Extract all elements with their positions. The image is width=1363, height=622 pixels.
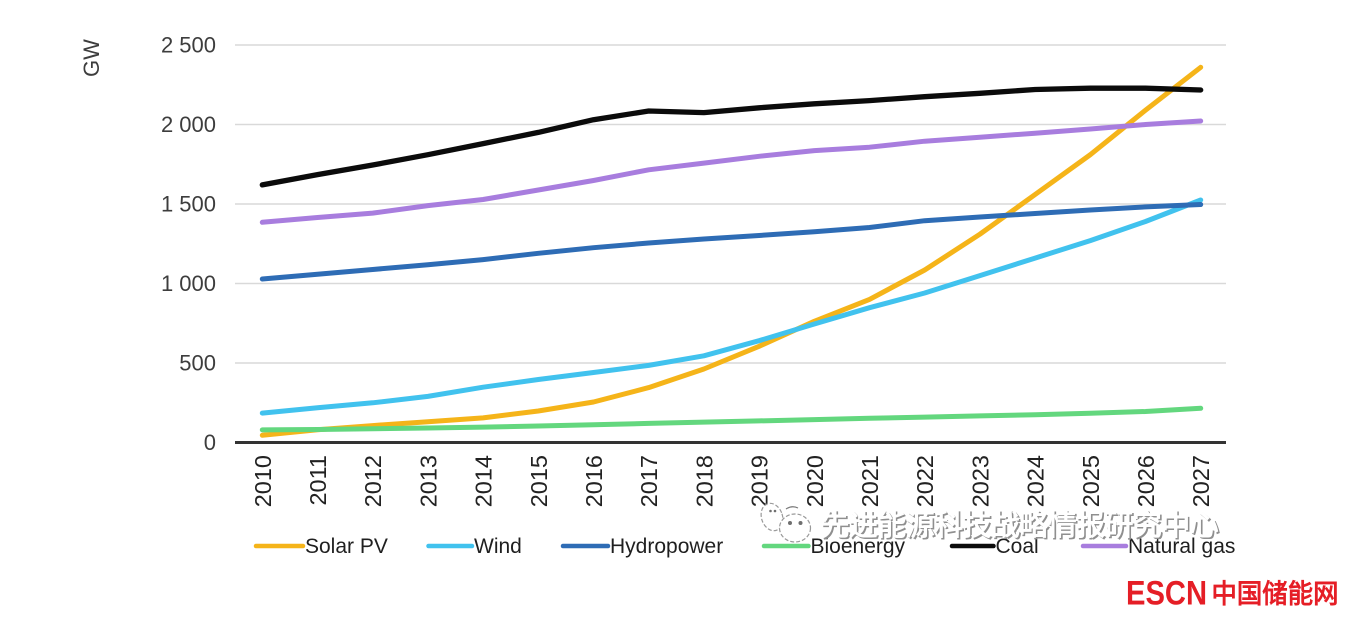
svg-text:Coal: Coal: [996, 535, 1039, 558]
svg-text:先进能源科技战略情报研究中心: 先进能源科技战略情报研究中心: [822, 510, 1220, 544]
svg-text:先进能源科技战略情报研究中心: 先进能源科技战略情报研究中心: [820, 508, 1218, 542]
svg-text:2023: 2023: [967, 455, 993, 507]
svg-text:2014: 2014: [471, 455, 497, 507]
svg-text:2020: 2020: [802, 455, 828, 507]
svg-text:GW: GW: [79, 39, 104, 77]
svg-text:2024: 2024: [1023, 455, 1049, 507]
svg-text:2017: 2017: [636, 455, 662, 507]
svg-text:Solar PV: Solar PV: [305, 535, 388, 558]
svg-text:Bioenergy: Bioenergy: [811, 535, 906, 558]
svg-text:ESCN: ESCN: [1126, 575, 1207, 613]
svg-text:1 000: 1 000: [161, 271, 216, 296]
svg-text:Hydropower: Hydropower: [610, 535, 723, 558]
svg-text:2022: 2022: [912, 455, 938, 507]
svg-text:2 000: 2 000: [161, 112, 216, 137]
svg-text:2012: 2012: [360, 455, 386, 507]
svg-text:2025: 2025: [1078, 455, 1104, 507]
svg-text:Natural gas: Natural gas: [1128, 535, 1235, 558]
svg-text:2015: 2015: [526, 455, 552, 507]
svg-text:2013: 2013: [415, 455, 441, 507]
svg-text:0: 0: [204, 430, 216, 455]
svg-text:2 500: 2 500: [161, 33, 216, 58]
svg-text:中国储能网: 中国储能网: [1212, 579, 1339, 609]
svg-text:Wind: Wind: [474, 535, 522, 558]
svg-text:2011: 2011: [305, 455, 331, 506]
svg-text:2026: 2026: [1133, 455, 1159, 507]
svg-text:2010: 2010: [250, 455, 276, 507]
svg-text:2021: 2021: [857, 455, 883, 507]
svg-text:2018: 2018: [691, 455, 717, 507]
svg-text:2019: 2019: [747, 455, 773, 507]
svg-text:500: 500: [179, 351, 216, 376]
svg-text:2016: 2016: [581, 455, 607, 507]
svg-text:2027: 2027: [1188, 455, 1214, 507]
svg-text:1 500: 1 500: [161, 192, 216, 217]
